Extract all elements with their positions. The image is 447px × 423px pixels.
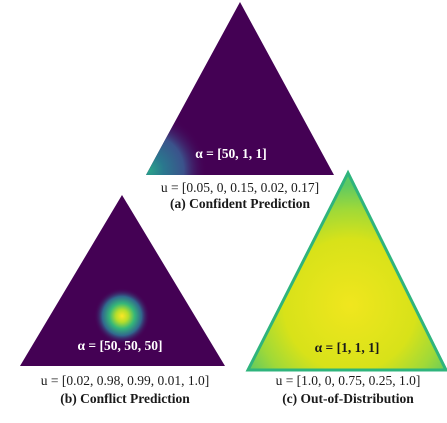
uncertainty-vector: u = [0.02, 0.98, 0.99, 0.01, 1.0] xyxy=(40,373,210,388)
simplex-conflict: α = [50, 50, 50] xyxy=(20,195,225,366)
panel-title: (b) Conflict Prediction xyxy=(60,391,190,406)
alpha-label: α = [1, 1, 1] xyxy=(315,340,380,355)
uncertainty-vector: u = [0.05, 0, 0.15, 0.02, 0.17] xyxy=(160,180,320,195)
panel-title: (c) Out-of-Distribution xyxy=(282,391,414,406)
alpha-label: α = [50, 1, 1] xyxy=(195,146,266,161)
panel-title: (a) Confident Prediction xyxy=(170,196,310,211)
uncertainty-vector: u = [1.0, 0, 0.75, 0.25, 1.0] xyxy=(275,373,421,388)
alpha-label: α = [50, 50, 50] xyxy=(78,338,163,353)
simplex-confident: α = [50, 1, 1] xyxy=(146,2,334,175)
simplex-edge xyxy=(245,169,447,372)
